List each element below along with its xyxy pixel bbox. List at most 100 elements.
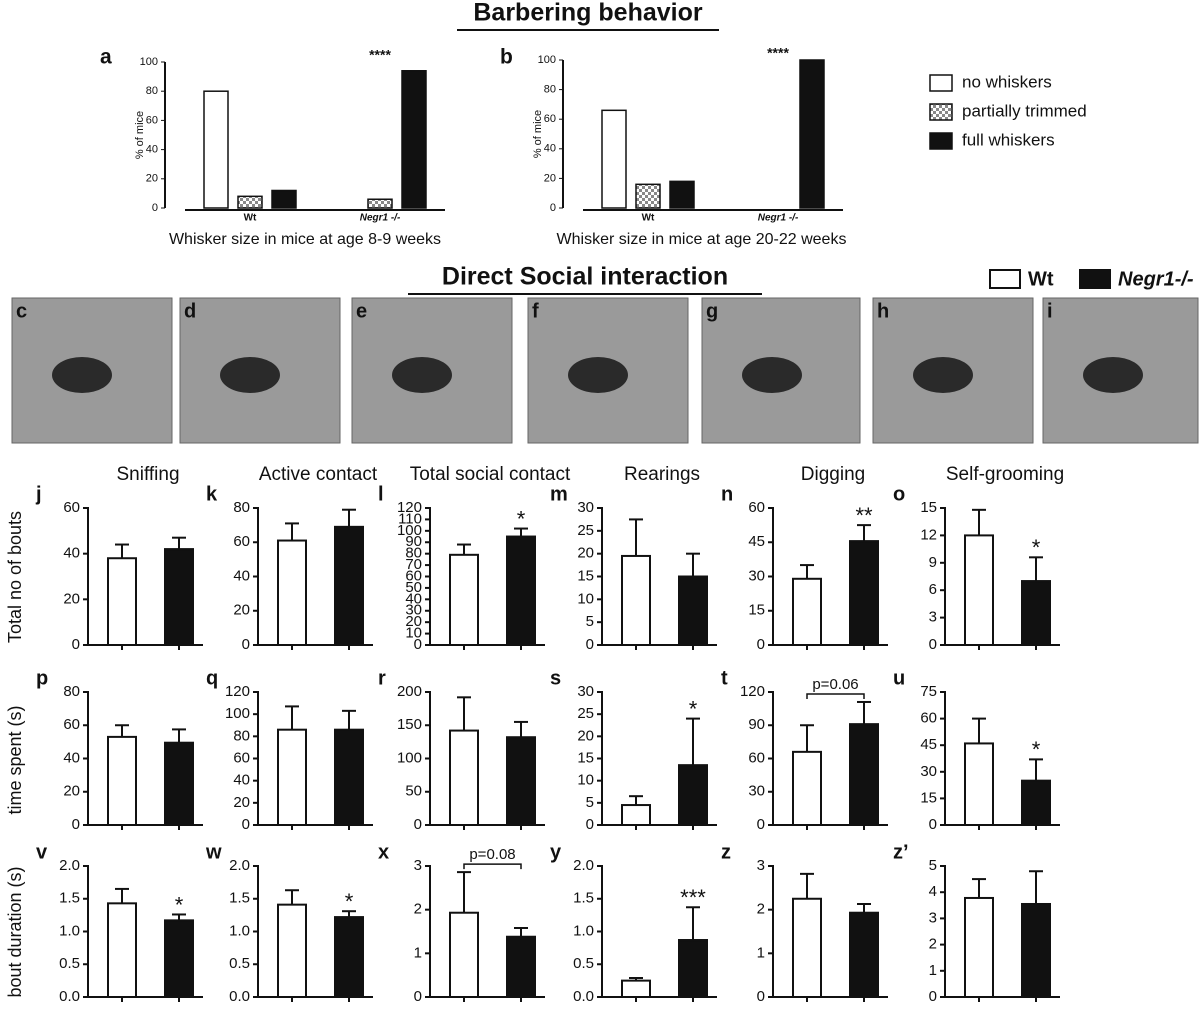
y-tick-label: 90 <box>748 716 765 733</box>
x-axis-label: Whisker size in mice at age 8-9 weeks <box>169 231 441 248</box>
y-tick-label: 1.0 <box>573 922 594 939</box>
mouse <box>568 357 628 393</box>
mouse <box>742 357 802 393</box>
y-tick-label: 4 <box>929 883 937 900</box>
mouse <box>52 357 112 393</box>
y-tick-label: 0 <box>72 816 80 833</box>
bar <box>678 764 708 827</box>
y-tick-label: 45 <box>748 533 765 550</box>
y-tick-label: 60 <box>63 499 80 516</box>
bracket-label: p=0.06 <box>812 676 858 693</box>
y-tick-label: 80 <box>233 499 250 516</box>
y-tick-label: 0 <box>414 636 422 653</box>
y-tick-label: 60 <box>748 499 765 516</box>
legend-label: full whiskers <box>962 130 1055 149</box>
y-tick-label: 0.5 <box>229 955 250 972</box>
panel-letter: j <box>35 483 42 505</box>
y-tick-label: 20 <box>577 727 594 744</box>
bar <box>601 109 627 209</box>
y-tick-label: 60 <box>748 749 765 766</box>
bar <box>237 195 263 209</box>
bar <box>849 723 879 826</box>
legend-swatch <box>929 132 953 150</box>
y-tick-label: 1.5 <box>59 890 80 907</box>
y-tick-label: 40 <box>63 749 80 766</box>
y-tick-label: 40 <box>63 545 80 562</box>
y-tick-label: 0.5 <box>573 955 594 972</box>
row-label: Total no of bouts <box>5 511 25 643</box>
panel-letter: w <box>205 841 222 863</box>
x-tick-label: Wt <box>244 213 257 224</box>
y-tick-label: 80 <box>405 545 422 562</box>
y-tick-label: 30 <box>920 763 937 780</box>
y-tick-label: 0 <box>929 636 937 653</box>
panel-letter: v <box>36 841 48 863</box>
y-tick-label: 100 <box>538 54 556 66</box>
y-tick-label: 0 <box>757 816 765 833</box>
y-tick-label: 20 <box>577 545 594 562</box>
y-tick-label: 0 <box>414 816 422 833</box>
bar <box>506 535 536 647</box>
bar <box>164 548 194 646</box>
y-tick-label: 40 <box>233 772 250 789</box>
x-tick-label: Negr1 -/- <box>360 213 401 224</box>
legend-swatch <box>1079 269 1111 289</box>
panel-letter: x <box>378 841 389 863</box>
legend-swatch <box>929 103 953 121</box>
bar <box>277 728 307 827</box>
y-tick-label: 1 <box>757 944 765 961</box>
bar <box>107 902 137 999</box>
legend-label: partially trimmed <box>962 101 1087 120</box>
significance: * <box>1032 535 1041 560</box>
bar <box>506 736 536 826</box>
y-tick-label: 2 <box>929 936 937 953</box>
y-tick-label: 100 <box>225 705 250 722</box>
bar <box>334 728 364 827</box>
y-tick-label: 70 <box>405 556 422 573</box>
y-tick-label: 60 <box>233 533 250 550</box>
y-tick-label: 1.5 <box>229 890 250 907</box>
bar <box>964 896 994 998</box>
bar <box>401 70 427 209</box>
panel-title: Self-grooming <box>946 464 1064 485</box>
significance: * <box>345 889 354 914</box>
bar <box>367 198 393 209</box>
y-tick-label: 80 <box>233 727 250 744</box>
bracket <box>806 693 865 699</box>
panel-letter: c <box>16 300 27 322</box>
bar <box>792 897 822 998</box>
bracket-label: p=0.08 <box>469 846 515 863</box>
y-tick-label: 150 <box>397 716 422 733</box>
bar <box>792 577 822 646</box>
bar <box>164 741 194 826</box>
bar <box>849 911 879 998</box>
significance: *** <box>680 885 706 910</box>
y-axis-label: % of mice <box>134 111 146 159</box>
bar <box>277 903 307 999</box>
y-tick-label: 20 <box>233 602 250 619</box>
y-tick-label: 0 <box>586 816 594 833</box>
significance: * <box>689 696 698 721</box>
bar <box>203 90 229 209</box>
panel-title: Active contact <box>259 464 378 485</box>
mouse <box>913 357 973 393</box>
y-tick-label: 30 <box>405 602 422 619</box>
panel-letter: y <box>550 841 562 863</box>
y-tick-label: 3 <box>929 609 937 626</box>
y-tick-label: 0 <box>757 988 765 1005</box>
y-tick-label: 20 <box>63 590 80 607</box>
y-tick-label: 2 <box>414 901 422 918</box>
y-tick-label: 5 <box>586 794 594 811</box>
panel-letter: r <box>378 667 386 689</box>
y-tick-label: 25 <box>577 705 594 722</box>
mouse <box>392 357 452 393</box>
bar <box>678 575 708 646</box>
y-tick-label: 20 <box>544 172 556 184</box>
bar <box>635 183 661 209</box>
panel-title: Rearings <box>624 464 700 485</box>
y-tick-label: 50 <box>405 783 422 800</box>
y-tick-label: 5 <box>929 857 937 874</box>
y-tick-label: 3 <box>414 857 422 874</box>
panel-title: Total social contact <box>410 464 571 485</box>
